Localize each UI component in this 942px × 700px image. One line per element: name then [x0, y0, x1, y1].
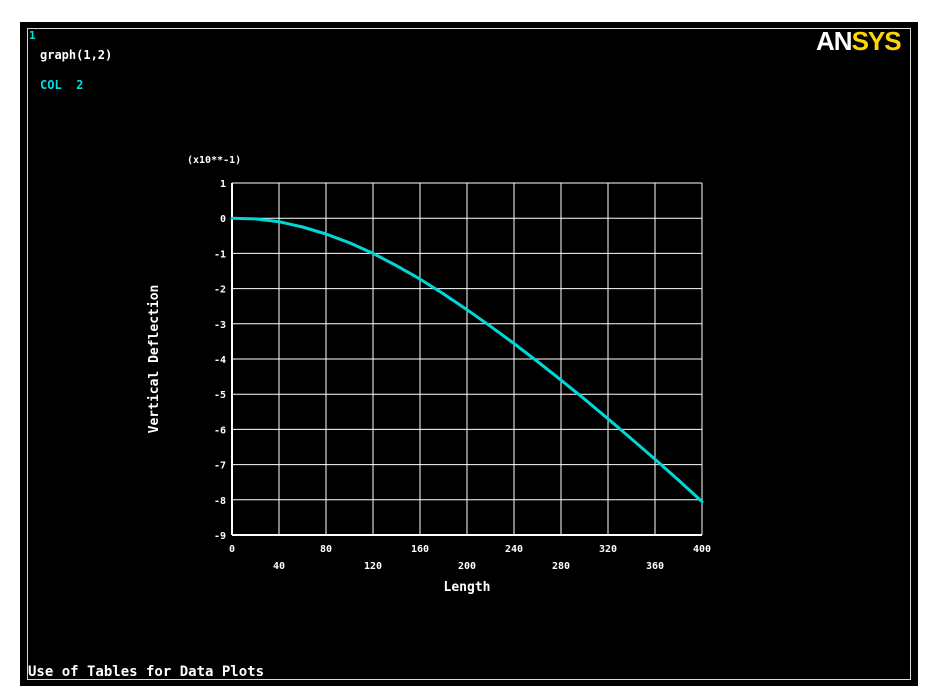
- plot-caption: Use of Tables for Data Plots: [28, 664, 265, 680]
- y-tick-label: -1: [214, 249, 226, 260]
- y-tick-label: -2: [214, 285, 226, 296]
- window-frame: [27, 28, 911, 680]
- y-tick-label: 0: [220, 214, 226, 225]
- x-tick-label: 200: [458, 561, 476, 572]
- y-tick-label: -5: [214, 390, 226, 401]
- logo-part-an: AN: [816, 26, 853, 56]
- x-tick-label: 80: [320, 544, 332, 555]
- y-tick-label: -3: [214, 320, 226, 331]
- deflection-chart: 0 40 80 120 160 200 240 280 320 360 400 1 0 -1 -2 -3 -4 -…: [147, 155, 711, 595]
- y-tick-label: 1: [220, 179, 226, 190]
- y-multiplier-label: (x10**-1): [187, 155, 241, 166]
- y-tick-label: -6: [214, 425, 226, 436]
- graph-name-label: graph(1,2): [40, 48, 113, 62]
- y-tick-label: -8: [214, 496, 226, 507]
- logo-part-sys: SYS: [851, 26, 902, 56]
- x-tick-label: 240: [505, 544, 523, 555]
- column-label: COL 2: [40, 78, 84, 92]
- window-number: 1: [29, 29, 36, 42]
- deflection-curve: [230, 216, 704, 504]
- y-tick-label: -4: [214, 355, 226, 366]
- x-tick-label: 400: [693, 544, 711, 555]
- x-tick-label: 320: [599, 544, 617, 555]
- axis-layer: 0 40 80 120 160 200 240 280 320 360 400 1 0 -1 -2 -3 -4 -…: [214, 179, 711, 572]
- x-tick-label: 40: [273, 561, 285, 572]
- series-layer: [230, 216, 704, 504]
- y-axis-label: Vertical Deflection: [147, 285, 162, 434]
- x-tick-label: 0: [229, 544, 235, 555]
- x-tick-label: 120: [364, 561, 382, 572]
- ansys-graphics-window: 1 graph(1,2) COL 2 ANSYS Use of Tables f…: [20, 22, 918, 686]
- grid-layer: [231, 182, 703, 536]
- x-tick-label: 360: [646, 561, 664, 572]
- y-tick-label: -9: [214, 531, 226, 542]
- x-tick-label: 160: [411, 544, 429, 555]
- ansys-logo: ANSYS: [816, 26, 902, 56]
- y-tick-label: -7: [214, 461, 226, 472]
- x-tick-label: 280: [552, 561, 570, 572]
- x-axis-label: Length: [444, 580, 491, 595]
